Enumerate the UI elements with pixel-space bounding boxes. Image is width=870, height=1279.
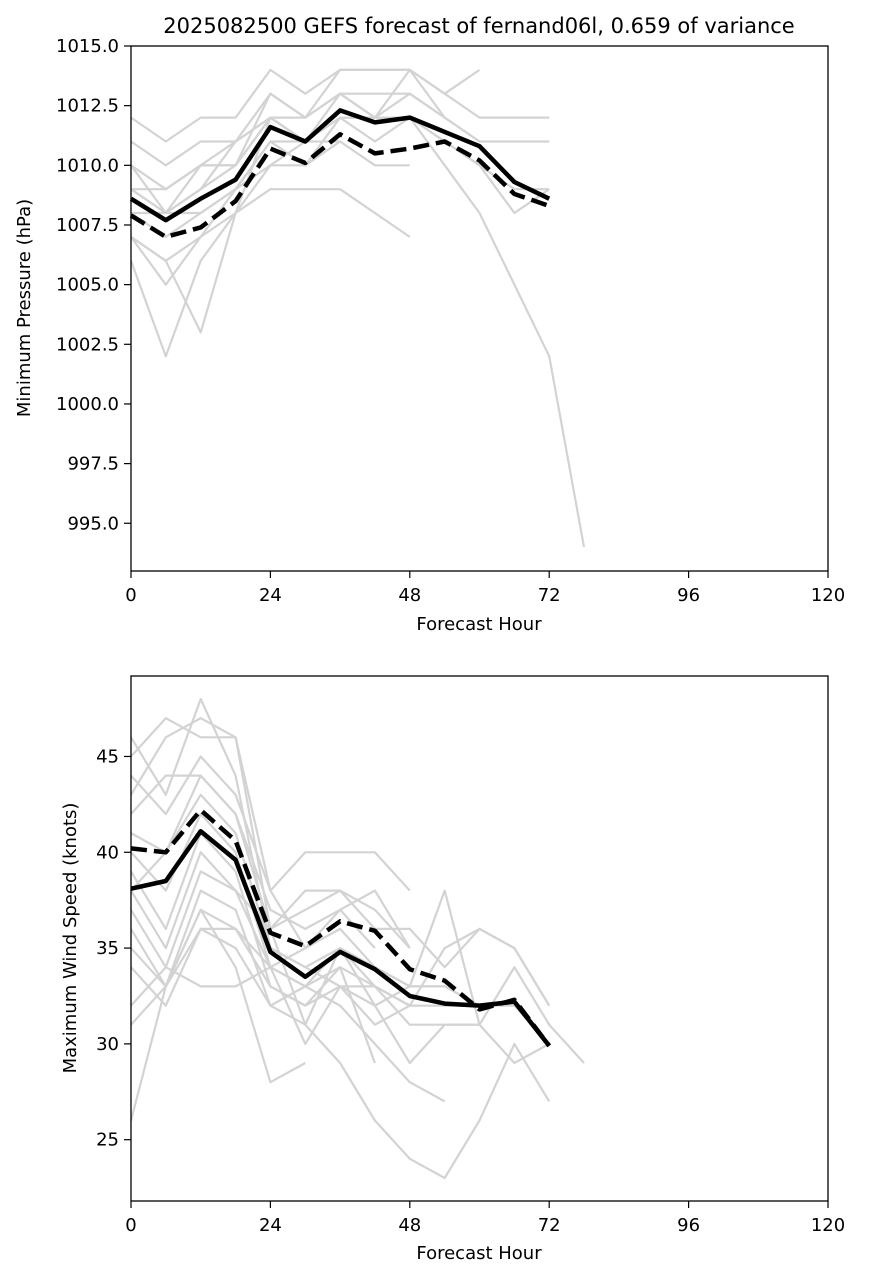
wind-x-tick-label: 24 — [259, 1215, 282, 1236]
pressure-member-line-8 — [130, 188, 411, 286]
wind-member-line-15 — [130, 755, 376, 950]
pressure-series-lines — [129, 108, 551, 240]
pressure-y-tick-label: 1015.0 — [56, 36, 119, 57]
wind-axes-frame — [130, 675, 829, 1202]
wind-x-axis-label: Forecast Hour — [416, 1243, 542, 1264]
pressure-member-line-3 — [131, 68, 481, 191]
wind-member-line-8 — [130, 870, 551, 1046]
pressure-x-tick-label: 24 — [259, 585, 282, 606]
wind-panel: 0 24 48 72 96 120 25 30 35 40 45 Forecast Hour Ma… — [60, 675, 845, 1264]
pressure-y-tick-label: 997.5 — [67, 454, 119, 475]
pressure-y-tick-label: 1007.5 — [56, 215, 119, 236]
pressure-mean-line — [129, 108, 551, 223]
wind-member-line-2 — [130, 717, 551, 1007]
pressure-y-tick-label: 1010.0 — [56, 155, 119, 176]
pressure-member-lines — [129, 68, 586, 548]
wind-x-tick-label: 48 — [398, 1215, 421, 1236]
pressure-member-line-12 — [130, 116, 306, 215]
pressure-member-line-0 — [130, 68, 550, 143]
wind-x-tick-label: 96 — [677, 1215, 700, 1236]
wind-y-tick-label: 25 — [96, 1130, 119, 1151]
wind-x-tick-label: 120 — [811, 1215, 845, 1236]
pressure-x-tick-label: 0 — [125, 585, 136, 606]
pressure-x-tick-label: 48 — [398, 585, 421, 606]
pressure-y-axis-label: Minimum Pressure (hPa) — [14, 199, 35, 417]
wind-member-line-7 — [130, 851, 585, 1064]
wind-member-line-13 — [130, 927, 376, 1064]
wind-member-line-14 — [129, 908, 306, 1121]
wind-x-ticks: 0 24 48 72 96 120 — [125, 1201, 845, 1236]
wind-series-lines — [130, 807, 551, 1048]
wind-mean-line — [130, 828, 551, 1048]
pressure-y-tick-label: 1012.5 — [56, 96, 119, 117]
pressure-x-tick-label: 96 — [677, 585, 700, 606]
pressure-y-tick-label: 1005.0 — [56, 275, 119, 296]
wind-member-line-3 — [130, 774, 411, 949]
wind-y-tick-label: 35 — [96, 938, 119, 959]
wind-member-line-12 — [130, 927, 445, 1007]
pressure-member-line-9 — [129, 140, 341, 358]
pressure-median-line — [129, 132, 550, 240]
pressure-y-ticks: 995.0 997.5 1000.0 1002.5 1005.0 1007.5 1010.0… — [56, 36, 131, 534]
pressure-y-tick-label: 1002.5 — [56, 334, 119, 355]
pressure-member-line-11 — [130, 116, 550, 215]
pressure-y-tick-label: 1000.0 — [56, 394, 119, 415]
pressure-y-tick-label: 995.0 — [67, 513, 119, 534]
wind-x-tick-label: 72 — [538, 1215, 561, 1236]
wind-y-axis-label: Maximum Wind Speed (knots) — [60, 803, 81, 1074]
wind-member-lines — [129, 697, 585, 1180]
wind-y-tick-label: 45 — [96, 746, 119, 767]
pressure-x-tick-label: 120 — [811, 585, 845, 606]
chart-title: 2025082500 GEFS forecast of fernand06l, … — [163, 14, 794, 38]
wind-median-line — [130, 807, 551, 1048]
wind-y-tick-label: 40 — [96, 842, 119, 863]
pressure-x-ticks: 0 24 48 72 96 120 — [125, 571, 845, 606]
pressure-axes-frame — [130, 45, 829, 572]
wind-y-ticks: 25 30 35 40 45 — [96, 746, 131, 1151]
wind-y-tick-label: 30 — [96, 1034, 119, 1055]
pressure-x-tick-label: 72 — [538, 585, 561, 606]
pressure-panel: 2025082500 GEFS forecast of fernand06l, … — [14, 14, 845, 635]
wind-member-line-9 — [130, 889, 551, 1180]
wind-x-tick-label: 0 — [125, 1215, 136, 1236]
pressure-x-axis-label: Forecast Hour — [416, 614, 542, 635]
